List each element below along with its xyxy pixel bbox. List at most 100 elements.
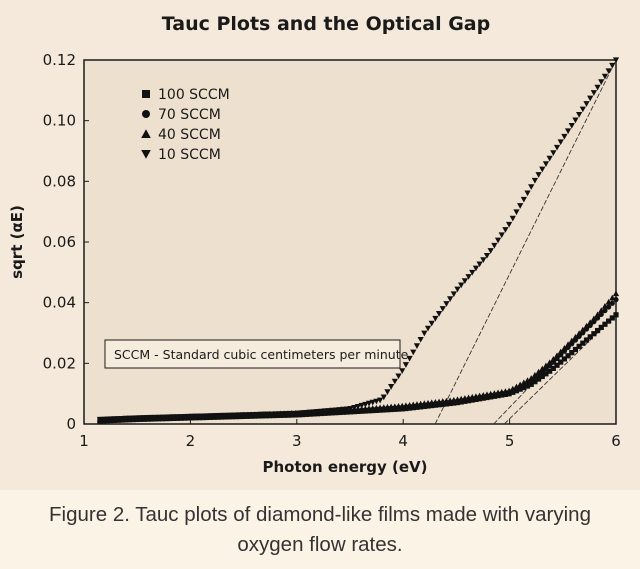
data-point xyxy=(576,343,582,349)
data-point xyxy=(402,362,410,368)
data-point xyxy=(432,315,439,322)
data-point xyxy=(561,356,567,362)
y-tick-label: 0.12 xyxy=(43,51,76,69)
y-tick-label: 0.06 xyxy=(43,233,76,251)
series-layer xyxy=(96,57,620,424)
data-point xyxy=(561,133,568,140)
data-point xyxy=(454,286,461,293)
data-point xyxy=(553,144,561,151)
data-point xyxy=(542,362,550,369)
data-point xyxy=(590,90,598,96)
annotation-box: SCCM - Standard cubic centimeters per mi… xyxy=(104,339,409,369)
data-point xyxy=(513,383,520,390)
data-point xyxy=(410,349,417,356)
y-axis: 0 0.02 0.04 0.06 0.08 0.10 0.12 xyxy=(43,51,89,433)
data-point xyxy=(579,106,586,113)
data-point xyxy=(546,359,553,366)
data-point xyxy=(583,101,590,107)
data-point xyxy=(494,237,502,244)
data-point xyxy=(498,232,505,239)
data-point xyxy=(528,381,534,387)
data-point xyxy=(609,300,615,306)
data-point xyxy=(561,344,568,351)
x-tick-label: 4 xyxy=(398,432,408,450)
data-point xyxy=(376,397,384,404)
data-point xyxy=(509,215,516,222)
data-point xyxy=(612,57,620,64)
legend-marker xyxy=(142,110,150,118)
data-point xyxy=(535,172,542,178)
data-point xyxy=(483,253,491,259)
data-point xyxy=(572,346,579,353)
data-point xyxy=(606,318,612,324)
data-point xyxy=(587,95,594,102)
data-point xyxy=(413,343,421,349)
data-point xyxy=(605,68,612,75)
data-point xyxy=(531,177,539,184)
legend-label: 70 SCCM xyxy=(158,107,221,123)
data-point xyxy=(351,405,358,411)
data-point xyxy=(613,312,619,318)
data-point xyxy=(553,352,561,359)
y-tick-label: 0.10 xyxy=(43,112,76,130)
data-point xyxy=(613,297,619,303)
data-point xyxy=(439,306,446,312)
x-tick-label: 3 xyxy=(292,432,302,450)
data-point xyxy=(565,353,571,359)
data-point xyxy=(450,291,457,298)
data-point xyxy=(569,350,575,356)
y-tick-label: 0 xyxy=(66,415,76,433)
data-point xyxy=(602,321,608,327)
data-point xyxy=(612,290,620,297)
data-point xyxy=(509,385,516,392)
data-point xyxy=(554,362,560,368)
data-point xyxy=(546,155,553,162)
data-point xyxy=(399,368,406,374)
data-point xyxy=(391,378,398,385)
x-tick-label: 6 xyxy=(611,432,621,450)
data-point xyxy=(384,389,391,395)
data-point xyxy=(583,337,590,343)
data-point xyxy=(609,294,616,301)
data-point xyxy=(447,296,454,302)
data-point xyxy=(539,373,545,380)
data-point xyxy=(461,278,468,284)
data-point xyxy=(517,381,524,388)
data-point xyxy=(598,79,605,85)
data-point xyxy=(388,383,395,390)
chart-title: Tauc Plots and the Optical Gap xyxy=(162,13,490,35)
data-point xyxy=(609,315,615,321)
data-point xyxy=(598,311,604,317)
data-point xyxy=(535,368,542,375)
data-point xyxy=(358,402,365,409)
data-point xyxy=(591,331,597,337)
data-point xyxy=(362,401,369,408)
data-point xyxy=(568,122,575,129)
data-point xyxy=(594,311,601,318)
data-point xyxy=(583,322,590,329)
legend-marker xyxy=(142,90,150,98)
data-point xyxy=(365,400,373,407)
data-point xyxy=(587,319,594,325)
data-point xyxy=(542,161,550,167)
data-point xyxy=(550,150,557,157)
data-point xyxy=(465,274,472,280)
x-axis: 1 2 3 4 5 6 xyxy=(79,419,621,450)
annotation-text: SCCM - Standard cubic centimeters per mi… xyxy=(114,347,409,362)
data-point xyxy=(572,117,579,124)
x-tick-label: 5 xyxy=(505,432,515,450)
caption-box: Figure 2. Tauc plots of diamond-like fil… xyxy=(0,490,640,569)
y-axis-label: sqrt (αE) xyxy=(8,205,26,279)
data-point xyxy=(528,375,535,381)
data-point xyxy=(550,365,556,371)
data-point xyxy=(520,379,527,386)
data-point xyxy=(524,377,531,384)
data-point xyxy=(395,373,402,380)
data-point xyxy=(369,399,376,406)
x-tick-label: 1 xyxy=(79,432,89,450)
data-point xyxy=(558,359,564,365)
fit-line xyxy=(434,59,617,425)
legend-marker xyxy=(141,129,151,138)
data-point xyxy=(520,196,527,203)
data-point xyxy=(505,221,513,228)
